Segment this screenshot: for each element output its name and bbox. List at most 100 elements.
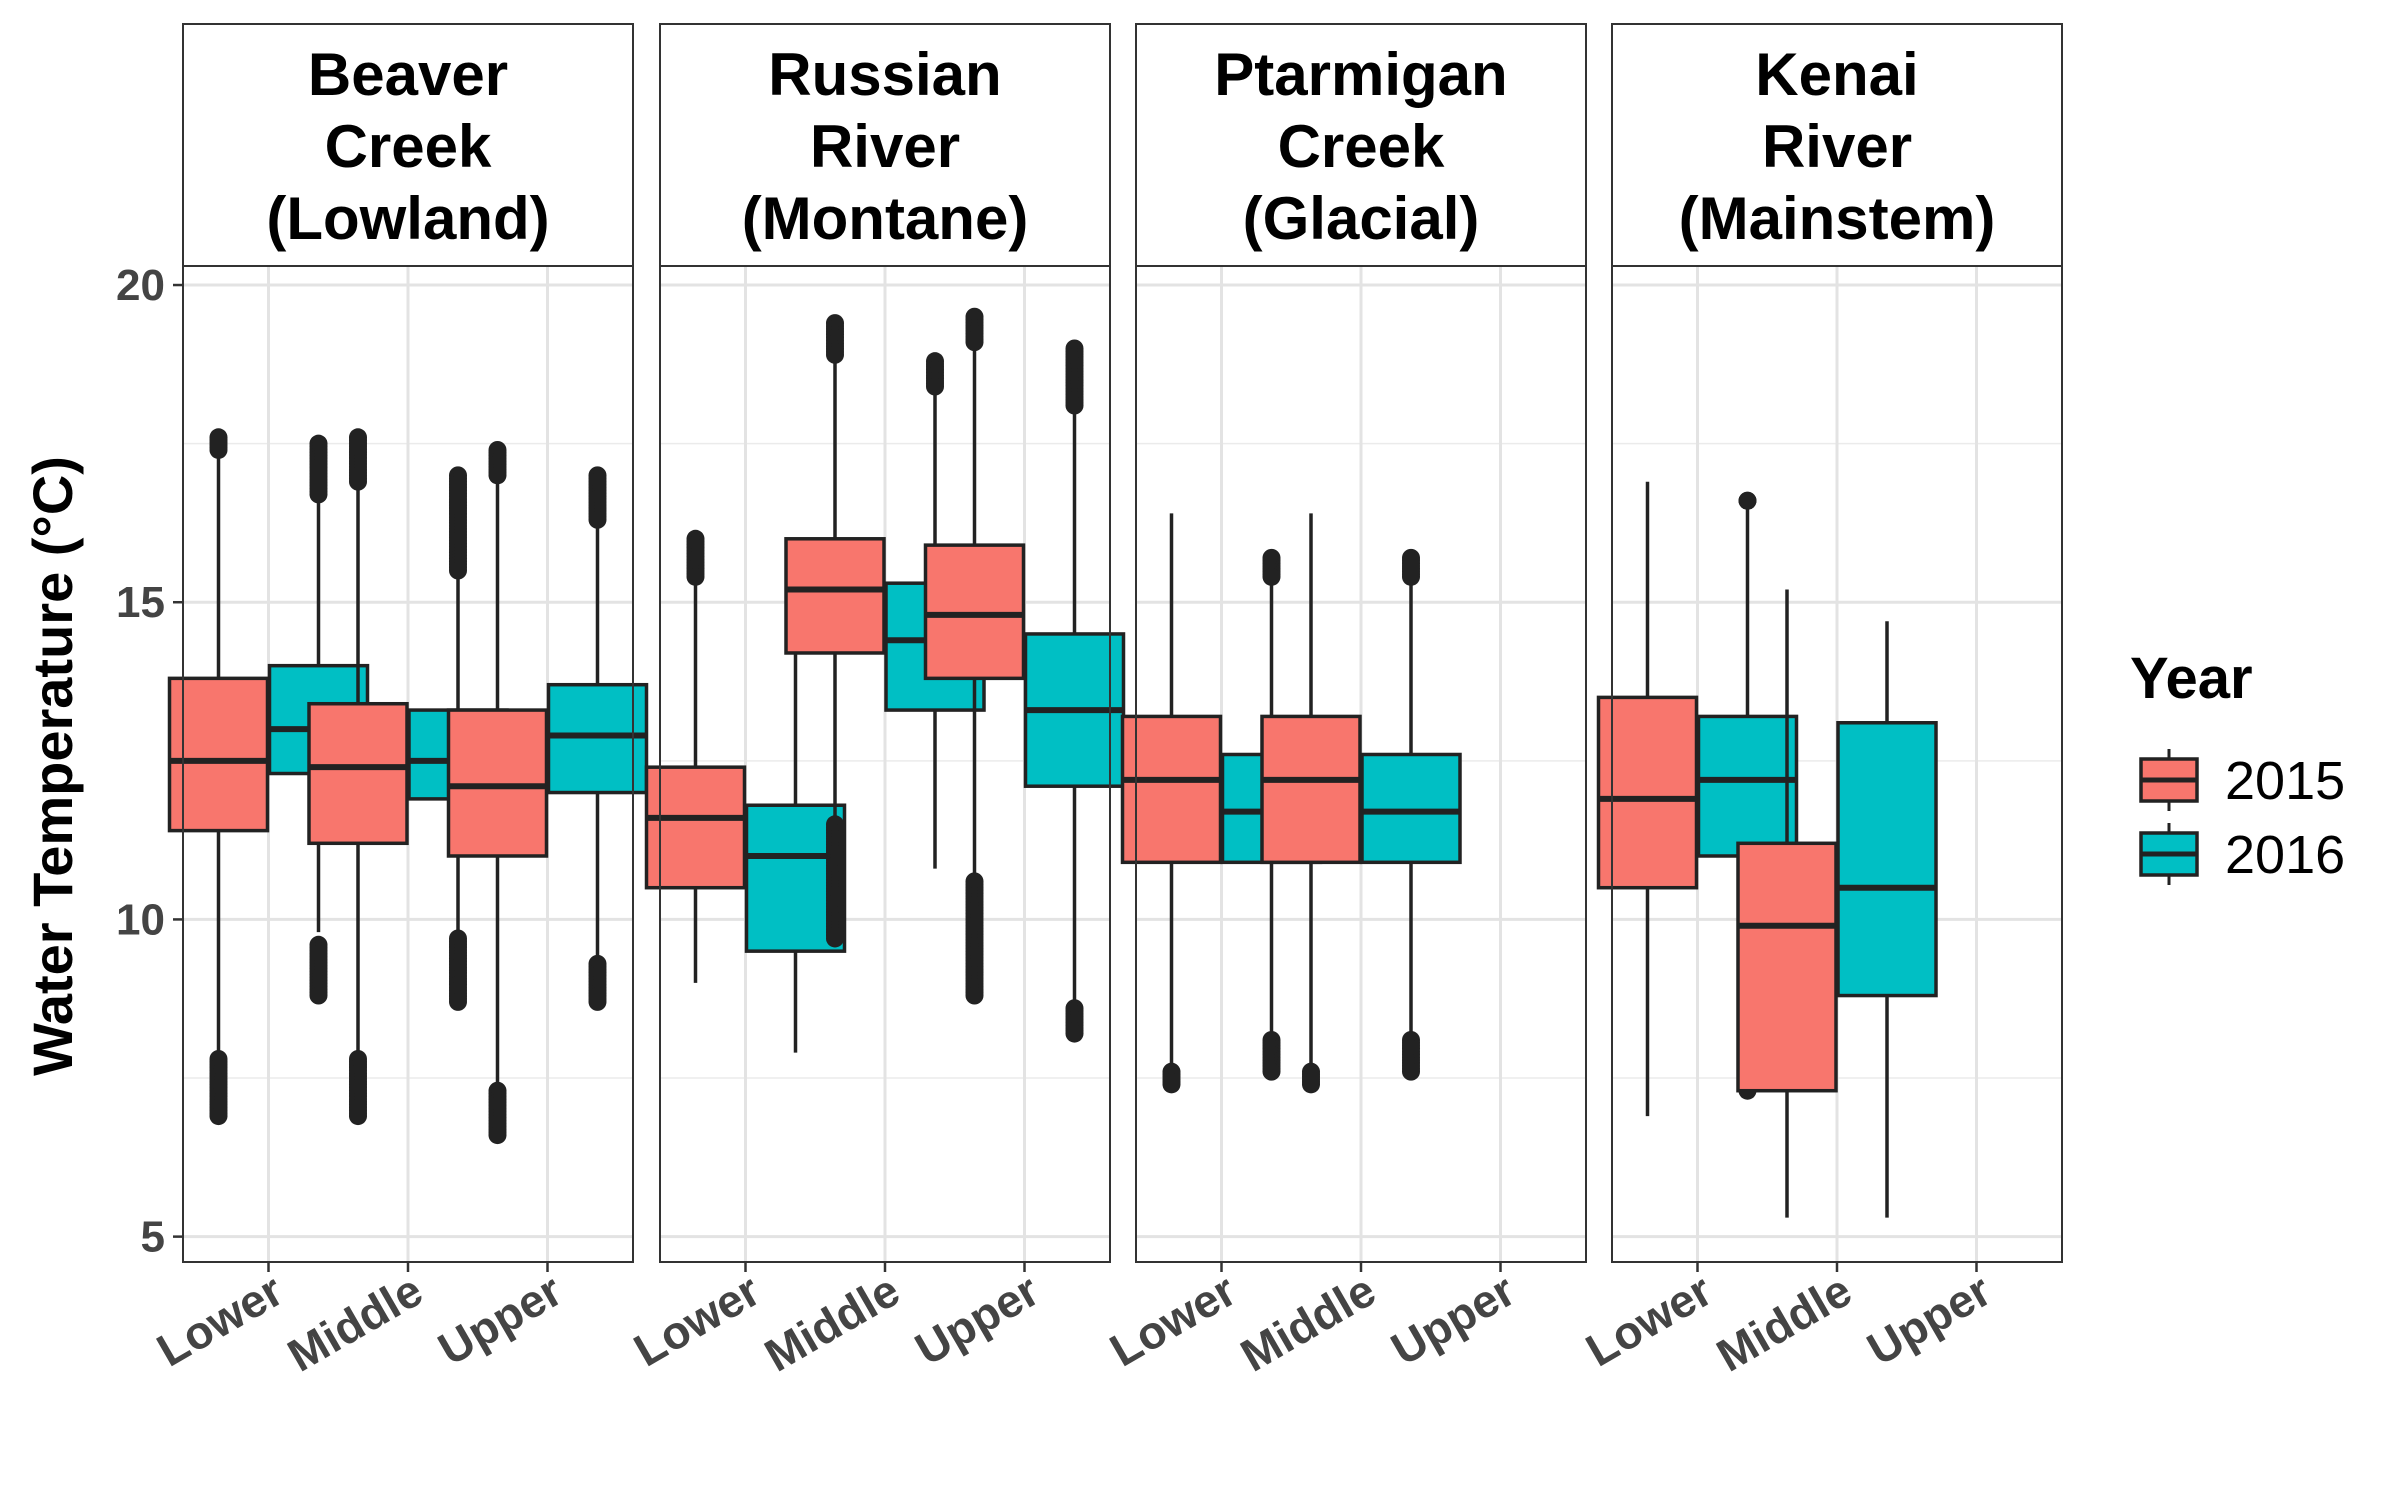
facet-title-line: Beaver — [308, 41, 508, 108]
facet-strip — [659, 23, 1111, 267]
facet-title-line: Russian — [768, 41, 1001, 108]
box-upper-2015 — [923, 307, 1026, 1005]
box-iqr — [307, 701, 409, 846]
legend: Year 2015 2016 — [2130, 646, 2345, 885]
box-iqr — [644, 765, 747, 890]
outlier-point — [588, 510, 607, 529]
box-iqr — [784, 537, 886, 655]
box-iqr — [1120, 714, 1223, 865]
outlier-point — [588, 992, 607, 1011]
facet-strip — [1611, 23, 2063, 267]
y-tick-label: 20 — [116, 261, 165, 310]
outlier-point — [1065, 396, 1084, 415]
outlier-point — [449, 992, 467, 1011]
outlier-point — [488, 466, 507, 485]
y-tick-label: 15 — [116, 578, 165, 627]
box-iqr — [1836, 721, 1938, 998]
y-tick-label: 5 — [141, 1213, 165, 1262]
x-tick-label: Middle — [756, 1264, 908, 1382]
legend-title: Year — [2130, 646, 2253, 711]
outlier-point — [1162, 1075, 1181, 1094]
box-lower-2015 — [167, 428, 270, 1126]
x-tick-label: Upper — [906, 1264, 1047, 1376]
outlier-point — [309, 986, 328, 1005]
outlier-point — [965, 333, 984, 352]
facet-title-line: Creek — [325, 113, 492, 180]
facet-title-line: Kenai — [1755, 41, 1918, 108]
box-iqr — [446, 708, 549, 858]
box-iqr — [923, 543, 1026, 681]
outlier-point — [1302, 1075, 1320, 1094]
outlier-point — [1738, 491, 1757, 510]
box-lower-2015 — [644, 529, 747, 983]
box-lower-2015 — [1120, 513, 1223, 1094]
outlier-point — [1065, 1024, 1084, 1043]
box-lower-2015 — [1596, 481, 1699, 1117]
x-tick-label: Lower — [148, 1264, 291, 1377]
x-tick-label: Middle — [1232, 1264, 1384, 1382]
facet-title-line: (Montane) — [742, 185, 1029, 252]
x-tick-label: Lower — [1577, 1264, 1720, 1377]
box-upper-2016 — [1023, 339, 1126, 1043]
box-middle-2015 — [1736, 589, 1838, 1218]
y-axis-label: Water Temperature (°C) — [21, 456, 84, 1076]
box-iqr — [546, 682, 649, 795]
box-iqr — [1360, 752, 1462, 865]
x-tick-label: Lower — [625, 1264, 768, 1377]
box-iqr — [167, 676, 270, 833]
y-tick-label: 10 — [116, 895, 165, 944]
outlier-point — [349, 472, 367, 491]
outlier-point — [965, 986, 984, 1005]
box-upper-2015 — [446, 440, 549, 1145]
box-iqr — [1736, 841, 1838, 1093]
legend-label: 2016 — [2225, 825, 2345, 885]
outlier-point — [1262, 1062, 1281, 1081]
facet-title-line: (Lowland) — [266, 185, 549, 252]
outlier-point — [826, 345, 844, 364]
outlier-point — [686, 567, 705, 586]
box-middle-2016 — [1836, 621, 1938, 1218]
facet-strip — [182, 23, 634, 267]
outlier-point — [826, 929, 844, 948]
facet-panels: BeaverCreek(Lowland)LowerMiddleUpperRuss… — [116, 23, 2063, 1382]
legend-label: 2015 — [2225, 751, 2345, 811]
box-iqr — [1696, 714, 1799, 858]
box-iqr — [1596, 695, 1699, 890]
x-tick-label: Middle — [1708, 1264, 1860, 1382]
x-tick-label: Upper — [429, 1264, 570, 1376]
outlier-point — [926, 377, 944, 396]
facet-title-line: River — [810, 113, 960, 180]
legend-entry-2015: 2015 — [2139, 749, 2345, 811]
x-tick-label: Upper — [1382, 1264, 1523, 1376]
facet-title-line: (Glacial) — [1243, 185, 1480, 252]
box-middle-2015 — [1260, 513, 1362, 1094]
x-tick-label: Middle — [279, 1264, 431, 1382]
outlier-point — [209, 440, 228, 459]
box-upper-2016 — [546, 466, 649, 1011]
box-iqr — [1260, 714, 1362, 865]
box-middle-2015 — [784, 314, 886, 948]
box-middle-2016 — [1360, 548, 1462, 1081]
facet-title-line: River — [1762, 113, 1912, 180]
x-tick-label: Lower — [1101, 1264, 1244, 1377]
facet-title-line: Creek — [1278, 113, 1445, 180]
facet-title-line: (Mainstem) — [1679, 185, 1996, 252]
y-axis: 5 10 15 20 — [116, 261, 183, 1262]
outlier-point — [209, 1107, 228, 1126]
facet-strip — [1135, 23, 1587, 267]
outlier-point — [1262, 567, 1281, 586]
box-middle-2015 — [307, 428, 409, 1126]
outlier-point — [449, 561, 467, 580]
legend-entry-2016: 2016 — [2139, 823, 2345, 885]
facet-title-line: Ptarmigan — [1214, 41, 1507, 108]
outlier-point — [488, 1126, 507, 1145]
outlier-point — [309, 485, 328, 504]
x-tick-label: Upper — [1858, 1264, 1999, 1376]
outlier-point — [349, 1107, 367, 1126]
outlier-point — [1402, 1062, 1420, 1081]
